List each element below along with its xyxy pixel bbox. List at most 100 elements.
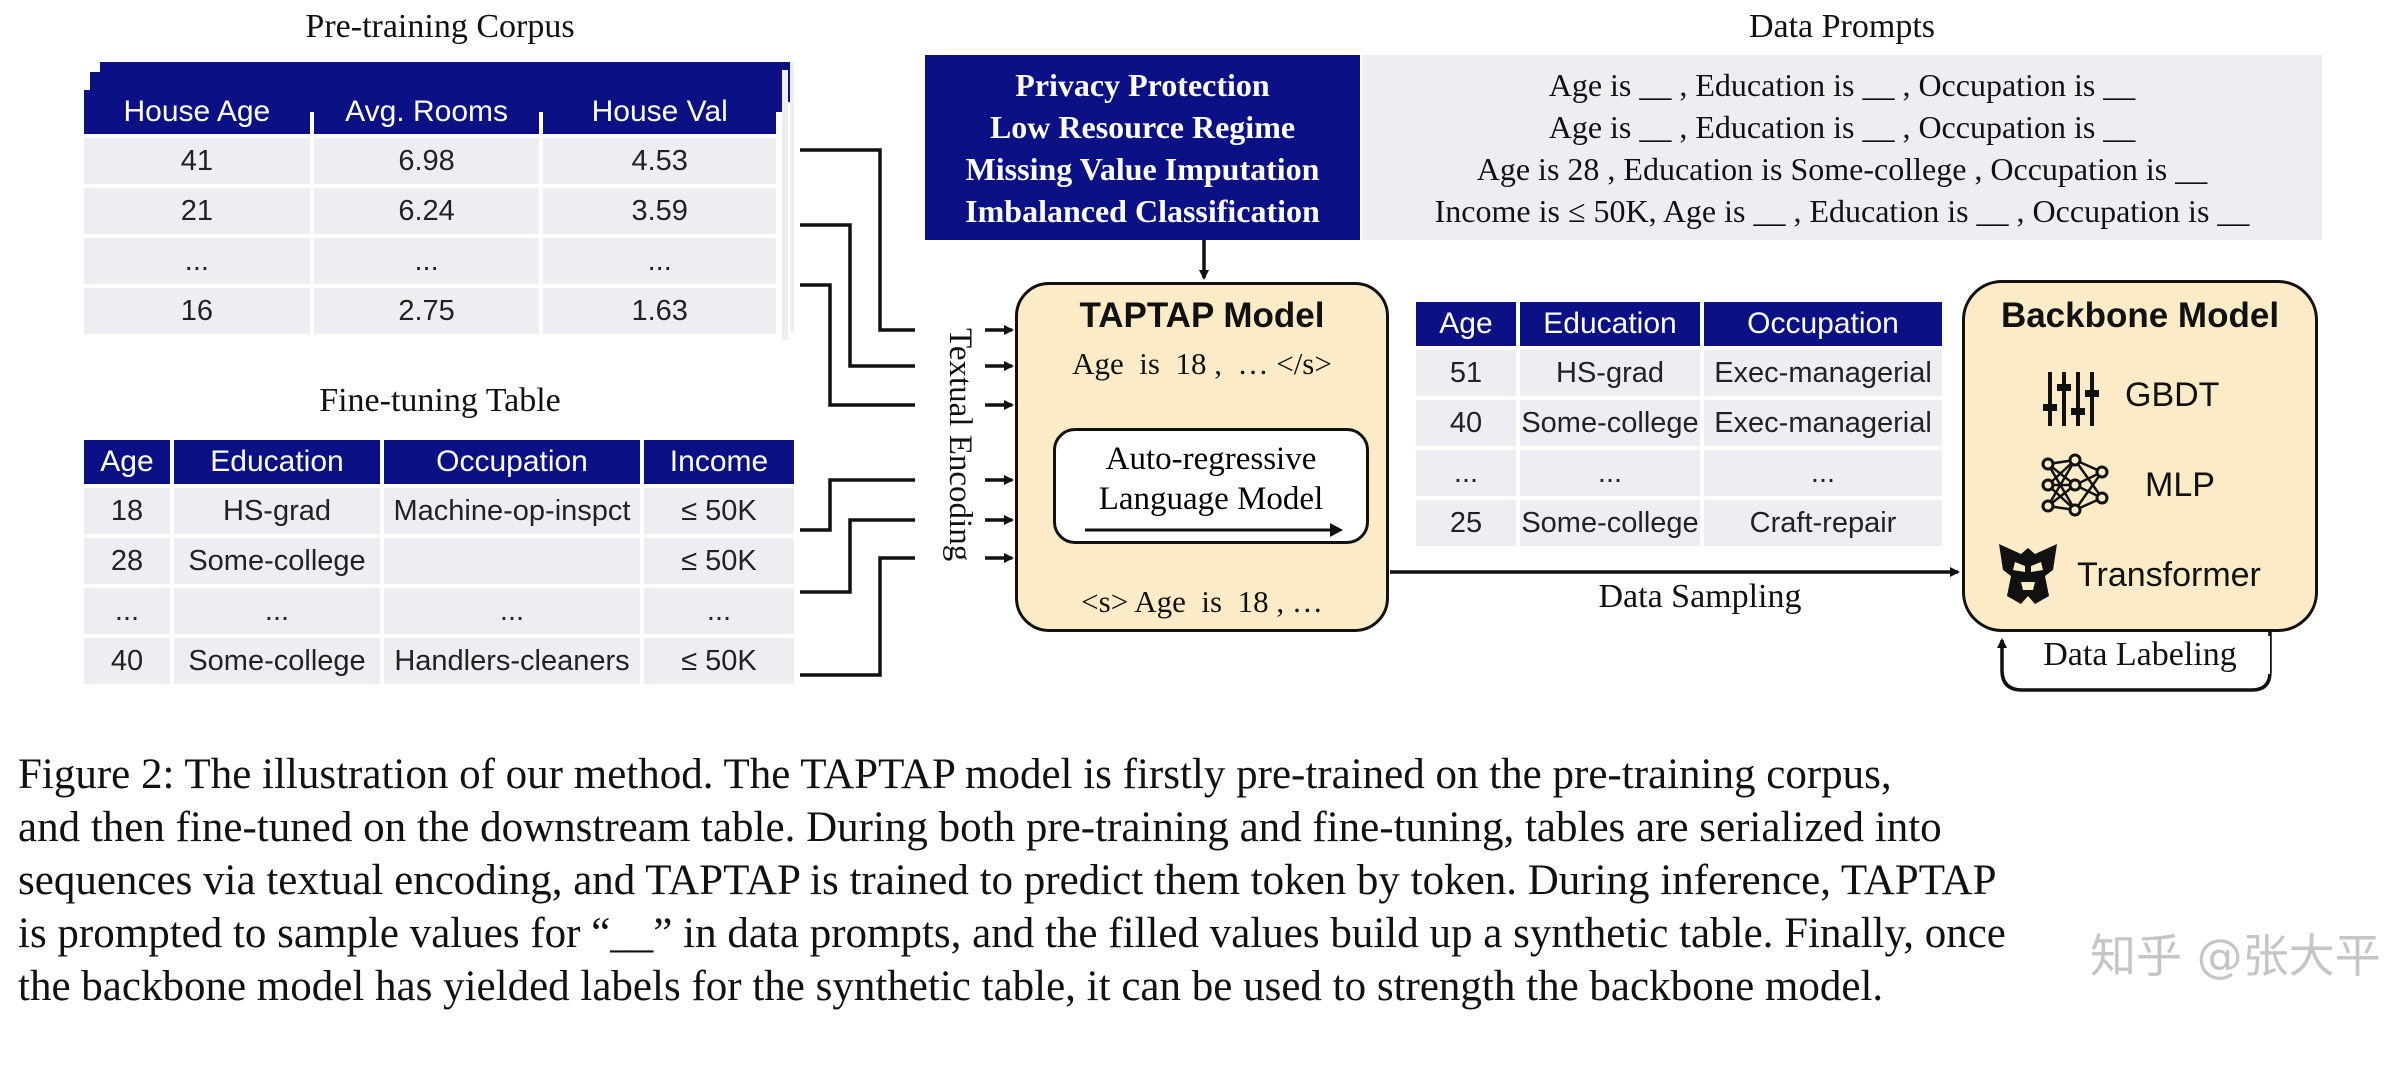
lm-label-line1: Auto-regressive	[1105, 441, 1317, 477]
column-header: Income	[644, 440, 794, 484]
table-cell: Some-college	[174, 538, 380, 584]
table-cell: HS-grad	[174, 488, 380, 534]
connector-pretrain-1	[800, 148, 915, 332]
table-row: 16 2.75 1.63	[84, 288, 776, 334]
prompt-line: Age is __ , Education is __ , Occupation…	[1548, 108, 2136, 145]
table-cell: 41	[84, 138, 310, 184]
column-header: Education	[174, 440, 380, 484]
table-header-row: House Age Avg. Rooms House Val	[84, 90, 776, 134]
table-row: 28 Some-college ≤ 50K	[84, 538, 794, 584]
table-cell: Machine-op-inspct	[384, 488, 640, 534]
backbone-item-label: Transformer	[2077, 556, 2261, 594]
connector-finetune-2	[800, 518, 915, 594]
caption-line: sequences via textual encoding, and TAPT…	[18, 857, 1997, 904]
finetuning-table: Age Education Occupation Income 18 HS-gr…	[80, 436, 798, 688]
watermark: 知乎 @张大平	[2090, 929, 2381, 983]
table-cell: ...	[313, 238, 540, 284]
table-header-row: Age Education Occupation	[1416, 302, 1942, 346]
table-cell: 28	[84, 538, 170, 584]
table-cell: 6.98	[313, 138, 540, 184]
table-cell: ...	[174, 588, 380, 634]
pretraining-table: House Age Avg. Rooms House Val 41 6.98 4…	[80, 86, 780, 338]
stack-layer-right-edge-2	[790, 62, 794, 332]
table-cell: HS-grad	[1520, 350, 1700, 396]
table-cell: ...	[1520, 450, 1700, 496]
table-row: 40 Some-college Handlers-cleaners ≤ 50K	[84, 638, 794, 684]
task-item: Imbalanced Classification	[965, 192, 1320, 229]
column-header: Occupation	[1704, 302, 1942, 346]
table-row: 18 HS-grad Machine-op-inspct ≤ 50K	[84, 488, 794, 534]
caption-line: the backbone model has yielded labels fo…	[18, 963, 1884, 1010]
table-cell: Some-college	[1520, 400, 1700, 446]
table-cell: Exec-managerial	[1704, 350, 1942, 396]
table-cell: 40	[1416, 400, 1516, 446]
column-header: Age	[1416, 302, 1516, 346]
transformer-logo-icon	[1999, 544, 2057, 604]
table-cell: 18	[84, 488, 170, 534]
table-header-row: Age Education Occupation Income	[84, 440, 794, 484]
data-prompts-box: Age is __ , Education is __ , Occupation…	[1362, 55, 2322, 240]
table-row: ... ... ...	[84, 238, 776, 284]
caption-line: Figure 2: The illustration of our method…	[18, 751, 1892, 798]
backbone-title: Backbone Model	[2000, 296, 2280, 335]
connector-finetune-1	[800, 478, 915, 532]
textual-encoding-label: Textual Encoding	[942, 328, 978, 562]
table-row: ... ... ...	[1416, 450, 1942, 496]
data-labeling-label: Data Labeling	[2010, 636, 2270, 674]
task-item: Privacy Protection	[1015, 66, 1270, 103]
table-cell: 2.75	[313, 288, 540, 334]
table-cell: 25	[1416, 500, 1516, 546]
connector-pretrain-3	[800, 283, 915, 407]
model-output-text: Age is 18 , … </s>	[1072, 346, 1332, 381]
finetuning-title: Fine-tuning Table	[319, 382, 561, 419]
table-cell	[384, 538, 640, 584]
caption-line: and then fine-tuned on the downstream ta…	[18, 804, 1942, 851]
connector-pretrain-2	[800, 223, 915, 368]
synthetic-table: Age Education Occupation 51 HS-grad Exec…	[1412, 298, 1946, 550]
table-cell: ...	[84, 588, 170, 634]
neural-network-icon	[2041, 453, 2109, 517]
lm-direction-arrow	[1085, 523, 1343, 537]
table-row: 25 Some-college Craft-repair	[1416, 500, 1942, 546]
data-labeling-loop	[1997, 632, 2272, 692]
prompt-line: Age is __ , Education is __ , Occupation…	[1548, 66, 2136, 103]
table-cell: Some-college	[174, 638, 380, 684]
caption-line: is prompted to sample values for “__” in…	[18, 910, 2006, 957]
task-list-box: Privacy Protection Low Resource Regime M…	[925, 55, 1360, 240]
table-row: 51 HS-grad Exec-managerial	[1416, 350, 1942, 396]
table-cell: Some-college	[1520, 500, 1700, 546]
prompt-line: Income is ≤ 50K, Age is __ , Education i…	[1434, 192, 2250, 229]
table-cell: ≤ 50K	[644, 488, 794, 534]
pretraining-title: Pre-training Corpus	[305, 8, 575, 45]
data-sampling-label: Data Sampling	[1598, 578, 1802, 615]
column-header: Avg. Rooms	[313, 90, 540, 134]
table-cell: ≤ 50K	[644, 538, 794, 584]
table-row: ... ... ... ...	[84, 588, 794, 634]
table-cell: ...	[644, 588, 794, 634]
language-model-box: Auto-regressive Language Model	[1053, 428, 1369, 544]
backbone-item-label: MLP	[2145, 466, 2215, 504]
table-cell: 51	[1416, 350, 1516, 396]
table-cell: Exec-managerial	[1704, 400, 1942, 446]
task-item: Missing Value Imputation	[965, 150, 1320, 187]
model-input-text: <s> Age is 18 , …	[1081, 584, 1323, 619]
connector-finetune-3	[800, 556, 915, 677]
backbone-item-label: GBDT	[2125, 376, 2220, 414]
table-row: 40 Some-college Exec-managerial	[1416, 400, 1942, 446]
table-cell: ≤ 50K	[644, 638, 794, 684]
data-prompts-title: Data Prompts	[1748, 8, 1936, 45]
table-cell: 6.24	[313, 188, 540, 234]
column-header: Age	[84, 440, 170, 484]
table-cell: 1.63	[543, 288, 776, 334]
column-header: House Val	[543, 90, 776, 134]
lm-label-line2: Language Model	[1098, 481, 1324, 517]
table-row: 21 6.24 3.59	[84, 188, 776, 234]
table-cell: Craft-repair	[1704, 500, 1942, 546]
table-cell: ...	[543, 238, 776, 284]
model-title: TAPTAP Model	[1079, 296, 1325, 335]
table-cell: 40	[84, 638, 170, 684]
table-row: 41 6.98 4.53	[84, 138, 776, 184]
figure-caption: Figure 2: The illustration of our method…	[18, 748, 2388, 1013]
table-cell: 16	[84, 288, 310, 334]
table-cell: 21	[84, 188, 310, 234]
